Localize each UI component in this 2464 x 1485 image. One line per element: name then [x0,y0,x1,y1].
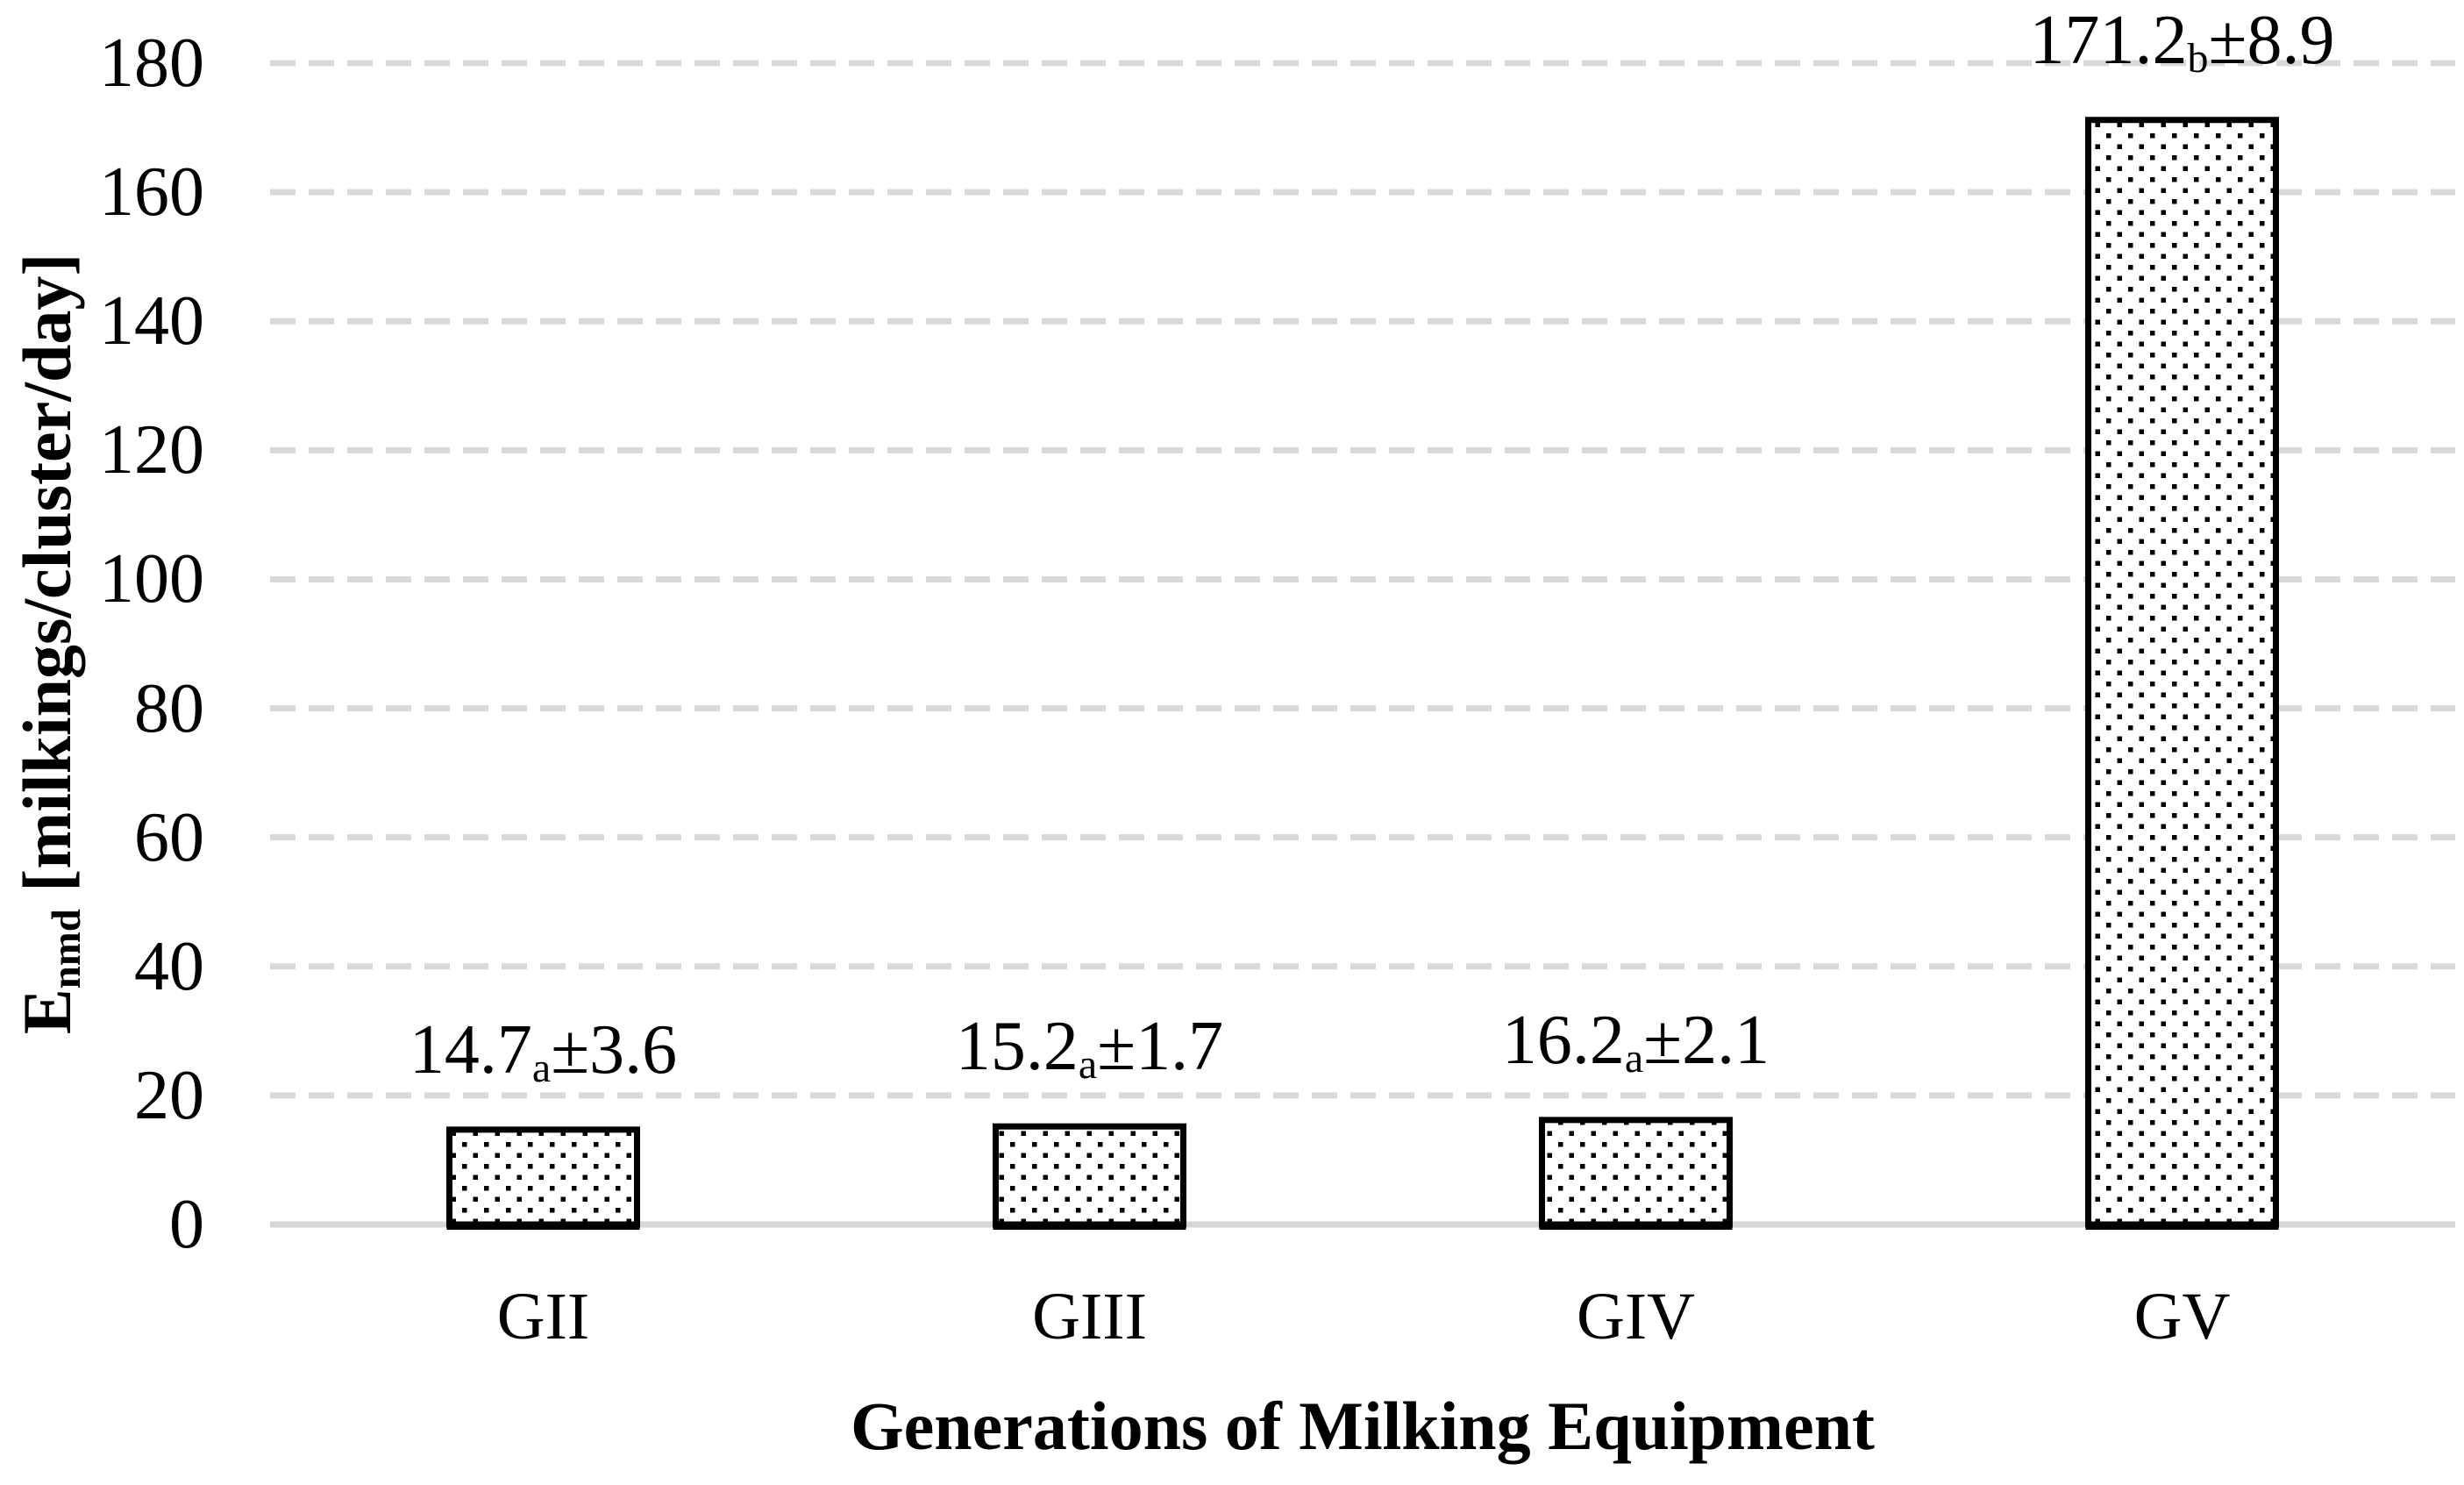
bar-GIV [1539,1117,1733,1228]
bar-underline-GV [2085,1226,2279,1230]
y-tick-label-0: 0 [169,1186,204,1263]
y-axis-title-units: [milkings/cluster/day] [9,253,85,910]
y-tick-label-20: 20 [134,1056,204,1134]
y-tick-label-120: 120 [99,411,204,489]
bar-GV [2085,117,2279,1228]
y-tick-label-40: 40 [134,927,204,1005]
y-axis-title-symbol: E [9,989,85,1035]
y-tick-label-60: 60 [134,798,204,876]
y-tick-label-100: 100 [99,540,204,618]
bar-underline-GIII [993,1226,1186,1230]
x-category-label-GIII: GIII [1032,1280,1147,1353]
bar-value-label-GIV: 16.2 a ±2.1 [1501,1001,1770,1082]
x-category-label-GII: GII [496,1280,590,1353]
bar-underline-GII [446,1226,640,1230]
y-tick-label-180: 180 [99,25,204,102]
x-category-label-GV: GV [2133,1280,2231,1353]
bar-GIII [993,1123,1186,1228]
x-category-label-GIV: GIV [1576,1280,1696,1353]
bar-underline-GIV [1539,1226,1733,1230]
bar-value-label-GII: 14.7 a ±3.6 [409,1010,678,1091]
y-axis-title-subscript: nmd [44,909,90,989]
bar-value-label-GIII: 15.2 a ±1.7 [955,1008,1224,1089]
y-tick-label-140: 140 [99,282,204,361]
bar-value-label-GV: 171.2 b ±8.9 [2029,1,2335,82]
y-tick-label-80: 80 [134,669,204,747]
x-axis-title: Generations of Milking Equipment [851,1388,1875,1464]
bar-GII [446,1126,640,1228]
y-tick-label-160: 160 [99,153,204,232]
y-axis-title: Enmd [milkings/cluster/day] [8,253,90,1035]
